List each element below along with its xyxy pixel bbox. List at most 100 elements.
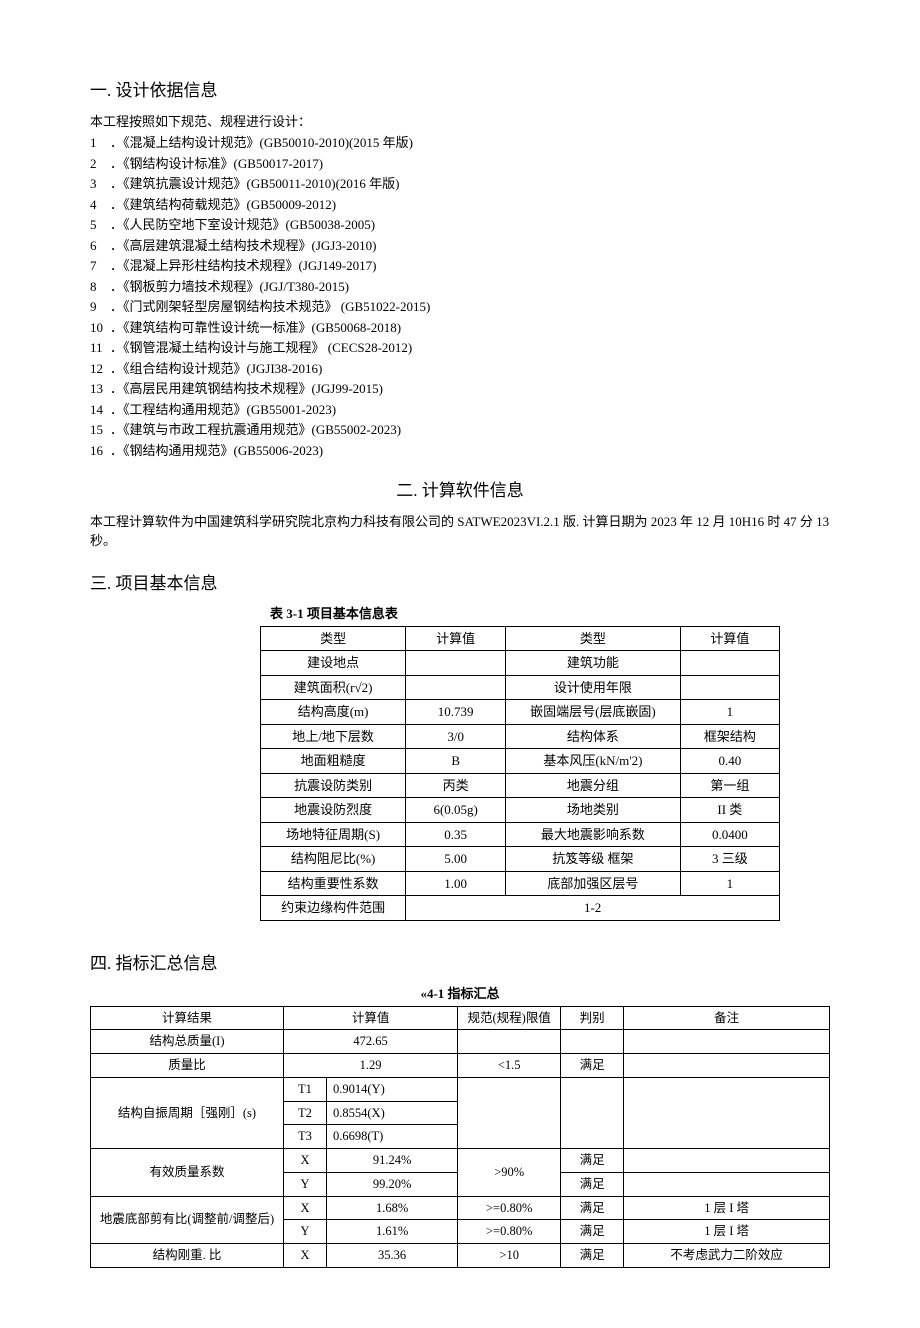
table-cell: 1 [680, 871, 779, 896]
table-cell: 结构总质量(I) [91, 1030, 284, 1054]
table-cell: 3/0 [406, 724, 506, 749]
table-cell: 框架结构 [680, 724, 779, 749]
table-cell: >10 [458, 1244, 561, 1268]
table-cell: 结构重要性系数 [261, 871, 406, 896]
table-header: 计算值 [406, 626, 506, 651]
table-cell [458, 1077, 561, 1148]
table-cell [624, 1030, 830, 1054]
table-cell: 满足 [561, 1149, 624, 1173]
table-header: 类型 [506, 626, 681, 651]
table-cell: 地震底部剪有比(调整前/调整后) [91, 1196, 284, 1244]
table-cell: 结构高度(m) [261, 700, 406, 725]
table-cell: 规范(规程)限值 [458, 1006, 561, 1030]
table-cell [406, 651, 506, 676]
table-cell [561, 1030, 624, 1054]
spec-list: 1．《混凝上结构设计规范》(GB50010-2010)(2015 年版)2．《钢… [90, 133, 830, 460]
table-cell: X [284, 1196, 327, 1220]
table-cell: 0.6698(T) [327, 1125, 458, 1149]
table-cell: 99.20% [327, 1172, 458, 1196]
table-cell: 3 三级 [680, 847, 779, 872]
project-info-table: 类型计算值类型计算值建设地点建筑功能建筑面积(r√2)设计使用年限结构高度(m)… [260, 626, 780, 921]
table-cell: 设计使用年限 [506, 675, 681, 700]
table-cell: T2 [284, 1101, 327, 1125]
spec-item: 14．《工程结构通用规范》(GB55001-2023) [90, 400, 830, 420]
table-cell [680, 675, 779, 700]
table-cell: >=0.80% [458, 1220, 561, 1244]
table-cell: 1 层 I 塔 [624, 1196, 830, 1220]
table-cell: 472.65 [284, 1030, 458, 1054]
table-cell: Y [284, 1172, 327, 1196]
table-cell: 抗笈等级 框架 [506, 847, 681, 872]
spec-item: 2．《钢结构设计标准》(GB50017-2017) [90, 154, 830, 174]
table-cell: 结构体系 [506, 724, 681, 749]
section-1-title: 一. 设计依据信息 [90, 78, 830, 104]
spec-item: 16．《钢结构通用规范》(GB55006-2023) [90, 441, 830, 461]
table-cell: 满足 [561, 1220, 624, 1244]
spec-item: 1．《混凝上结构设计规范》(GB50010-2010)(2015 年版) [90, 133, 830, 153]
table-cell: II 类 [680, 798, 779, 823]
table-cell: 0.8554(X) [327, 1101, 458, 1125]
table-cell: 嵌固端层号(层底嵌固) [506, 700, 681, 725]
spec-item: 8．《钢板剪力墙技术规程》(JGJ/T380-2015) [90, 277, 830, 297]
table-cell: 满足 [561, 1172, 624, 1196]
table-cell: 满足 [561, 1054, 624, 1078]
table-cell: 91.24% [327, 1149, 458, 1173]
software-paragraph: 本工程计算软件为中国建筑科学研究院北京构力科技有限公司的 SATWE2023VI… [90, 512, 830, 551]
table-cell: 1.29 [284, 1054, 458, 1078]
table-cell: 第一组 [680, 773, 779, 798]
table-cell: 结构阻尼比(%) [261, 847, 406, 872]
table-cell: T1 [284, 1077, 327, 1101]
table-cell: 基本风压(kN/m'2) [506, 749, 681, 774]
table-cell: 判别 [561, 1006, 624, 1030]
table-cell [406, 675, 506, 700]
spec-item: 5．《人民防空地下室设计规范》(GB50038-2005) [90, 215, 830, 235]
table-cell: 不考虑武力二阶效应 [624, 1244, 830, 1268]
table-cell: 场地特征周期(S) [261, 822, 406, 847]
table-cell: 地上/地下层数 [261, 724, 406, 749]
table-cell: 0.40 [680, 749, 779, 774]
table-cell: 满足 [561, 1244, 624, 1268]
table-cell: 1.61% [327, 1220, 458, 1244]
table-cell: 满足 [561, 1196, 624, 1220]
table-cell: 0.0400 [680, 822, 779, 847]
table-cell: 1.00 [406, 871, 506, 896]
table-cell: 1 层 I 塔 [624, 1220, 830, 1244]
table-cell: 建筑面积(r√2) [261, 675, 406, 700]
table-cell: 地面粗糙度 [261, 749, 406, 774]
table-cell: 地震分组 [506, 773, 681, 798]
table-cell: X [284, 1244, 327, 1268]
table-cell: 35.36 [327, 1244, 458, 1268]
table-cell [624, 1149, 830, 1173]
section-2-title: 二. 计算软件信息 [90, 478, 830, 504]
table-cell: 0.9014(Y) [327, 1077, 458, 1101]
table-cell: >90% [458, 1149, 561, 1197]
spec-item: 7．《混凝上异形柱结构技术规程》(JGJ149-2017) [90, 256, 830, 276]
table-cell: 建筑功能 [506, 651, 681, 676]
table-cell: Y [284, 1220, 327, 1244]
spec-item: 15．《建筑与市政工程抗震通用规范》(GB55002-2023) [90, 420, 830, 440]
spec-item: 4．《建筑结构荷载规范》(GB50009-2012) [90, 195, 830, 215]
spec-item: 11．《钢管混凝土结构设计与施工规程》 (CECS28-2012) [90, 338, 830, 358]
table-cell: 1-2 [406, 896, 780, 921]
table-cell: 备注 [624, 1006, 830, 1030]
table-cell: B [406, 749, 506, 774]
table-cell: 底部加强区层号 [506, 871, 681, 896]
table-cell: 1.68% [327, 1196, 458, 1220]
table-cell: 丙类 [406, 773, 506, 798]
table-header: 计算值 [680, 626, 779, 651]
section-3-title: 三. 项目基本信息 [90, 571, 830, 597]
table-cell [624, 1054, 830, 1078]
table-cell [561, 1077, 624, 1148]
table-cell [680, 651, 779, 676]
table-cell: 1 [680, 700, 779, 725]
table-cell: 0.35 [406, 822, 506, 847]
table-cell: 质量比 [91, 1054, 284, 1078]
spec-item: 13．《高层民用建筑钢结构技术规程》(JGJ99-2015) [90, 379, 830, 399]
table-cell: 抗震设防类别 [261, 773, 406, 798]
spec-item: 12．《组合结构设计规范》(JGJI38-2016) [90, 359, 830, 379]
intro-text: 本工程按照如下规范、规程进行设计： [90, 112, 830, 132]
table-cell: 10.739 [406, 700, 506, 725]
table-cell: 建设地点 [261, 651, 406, 676]
spec-item: 9．《门式刚架轻型房屋钢结构技术规范》 (GB51022-2015) [90, 297, 830, 317]
section-4-title: 四. 指标汇总信息 [90, 951, 830, 977]
